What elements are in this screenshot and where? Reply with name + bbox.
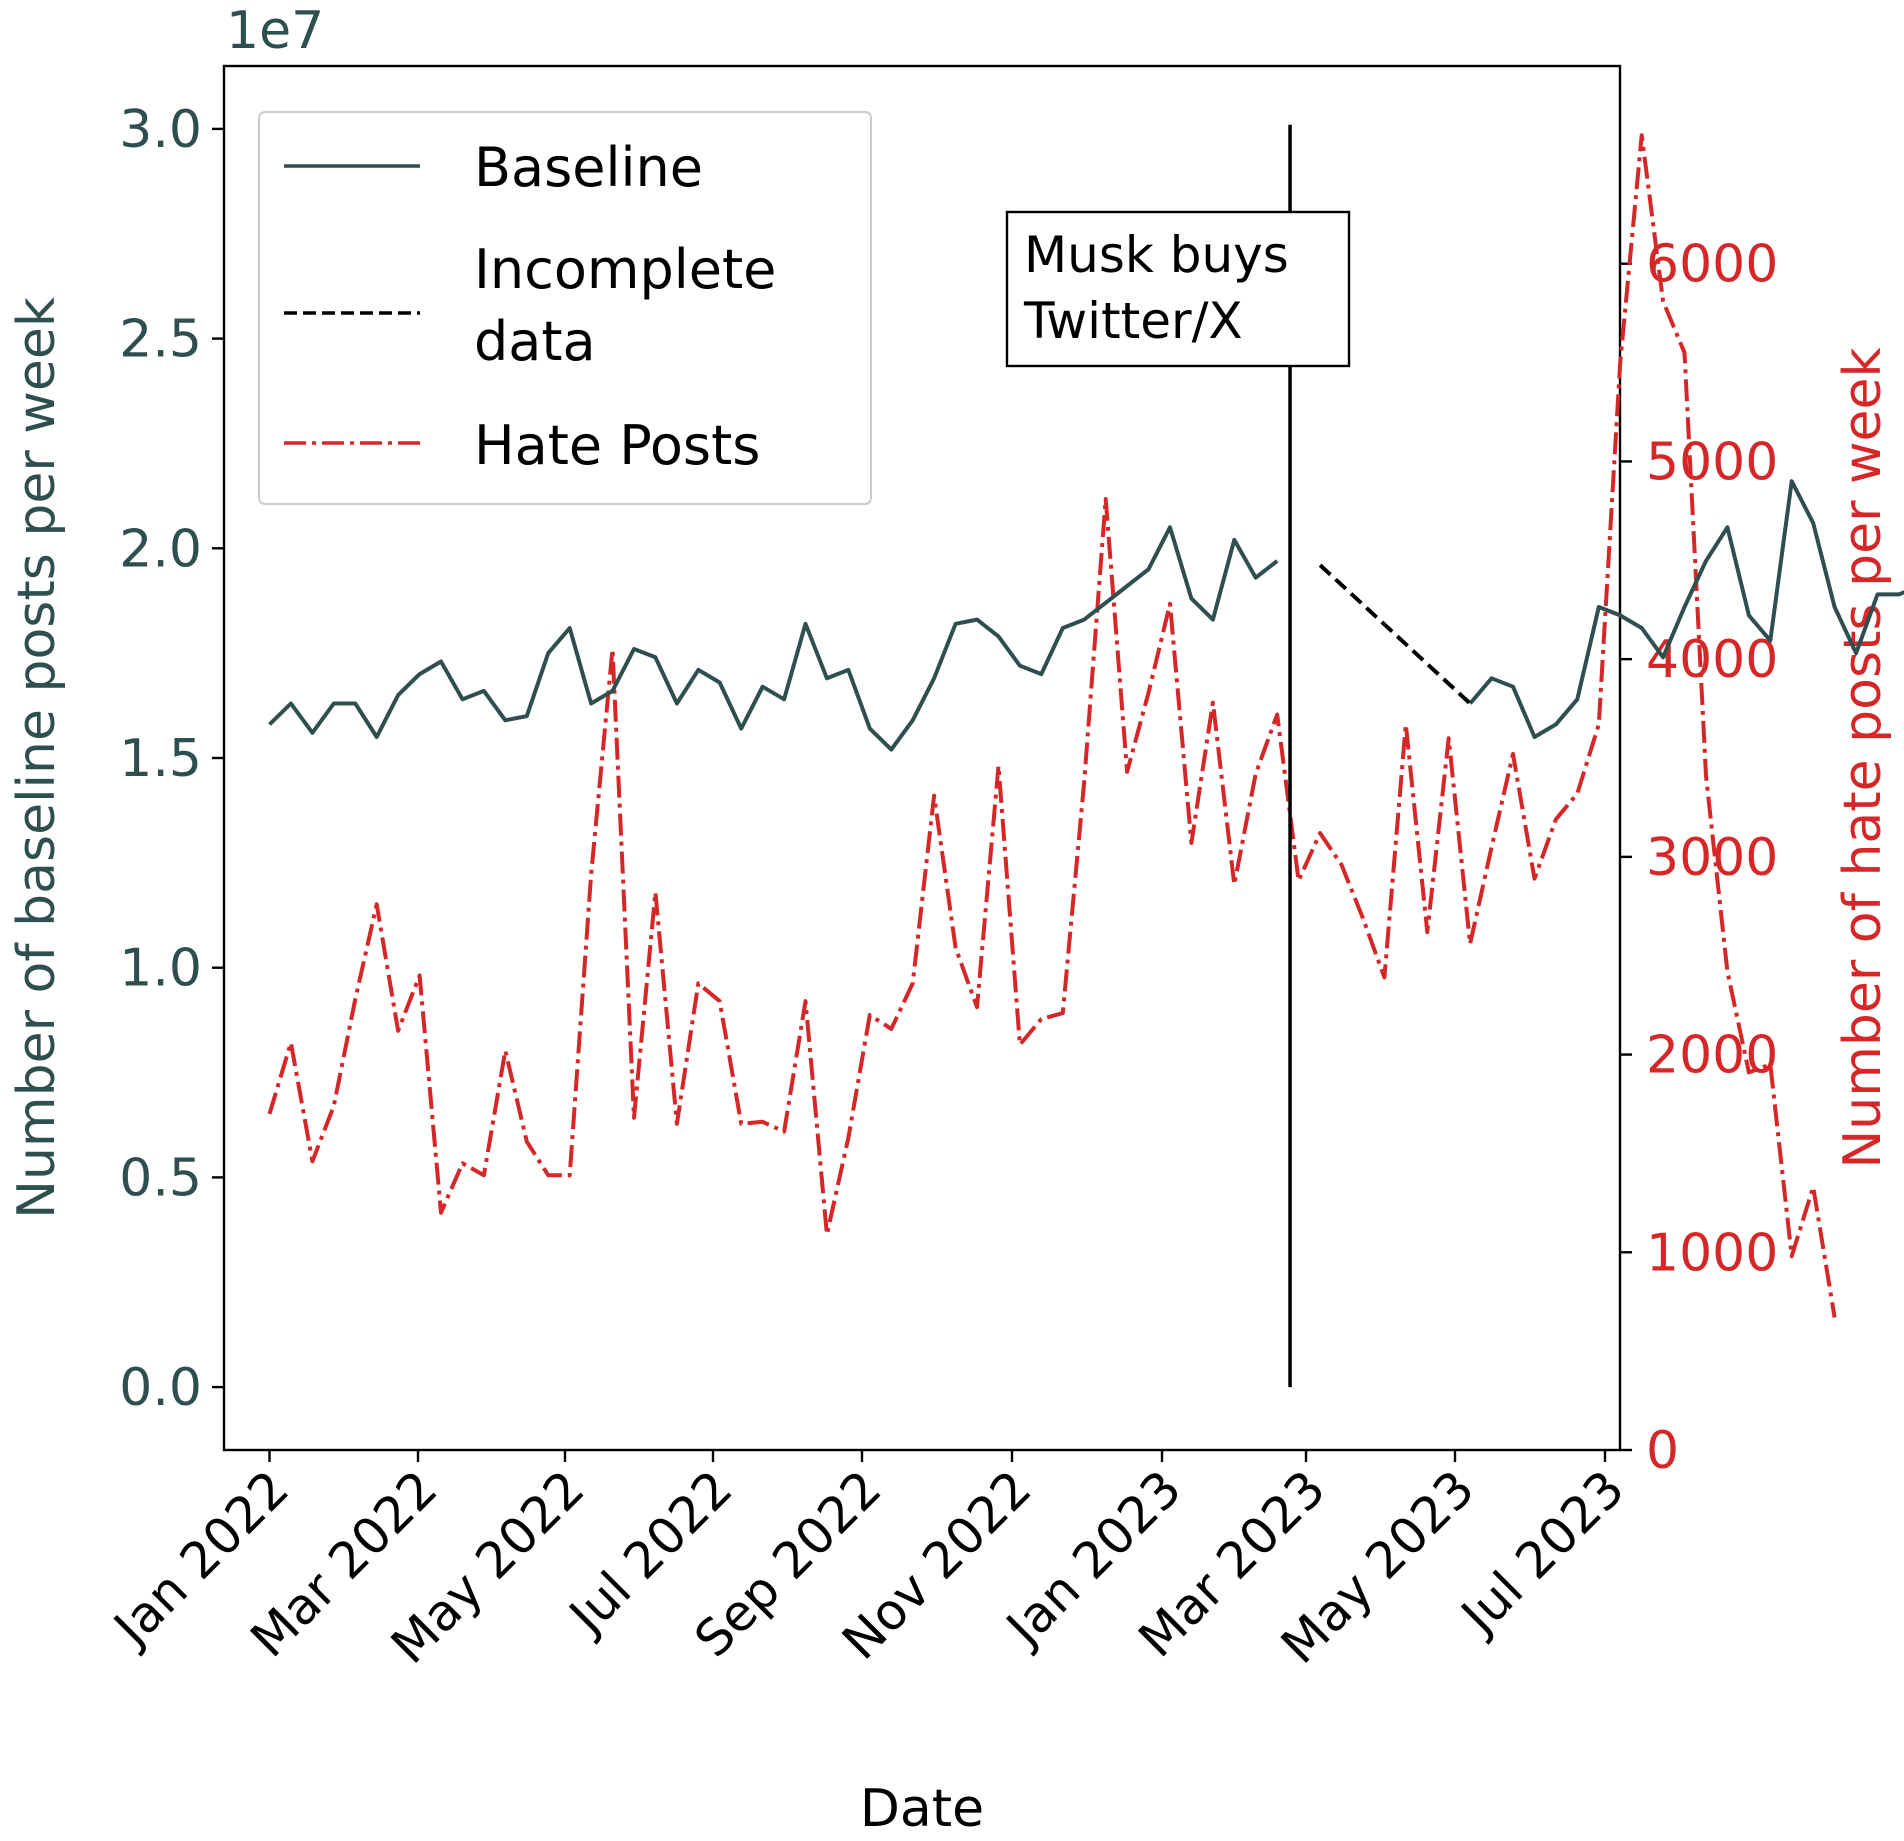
left-tick-label: 0.5 [119, 1148, 202, 1208]
musk-annotation: Musk buys Twitter/X [1007, 212, 1349, 366]
legend: Baseline Incomplete data Hate Posts [259, 112, 871, 504]
annotation-text-line-1: Musk buys [1024, 226, 1289, 284]
left-tick-label: 2.0 [119, 519, 202, 579]
annotation-text-line-2: Twitter/X [1023, 292, 1243, 350]
legend-label-baseline: Baseline [474, 136, 703, 199]
right-axis-title: Number of hate posts per week [1833, 347, 1893, 1168]
right-tick-label: 1000 [1646, 1223, 1778, 1283]
right-tick-label: 0 [1646, 1421, 1679, 1481]
left-axis-title: Number of baseline posts per week [7, 297, 67, 1219]
left-axis-offset-text: 1e7 [226, 1, 324, 61]
x-axis-title: Date [860, 1779, 984, 1836]
right-tick-label: 6000 [1646, 235, 1778, 295]
right-tick-label: 5000 [1646, 432, 1778, 492]
left-tick-label: 3.0 [119, 100, 202, 160]
legend-label-hate: Hate Posts [474, 414, 760, 477]
left-tick-label: 0.0 [119, 1358, 202, 1418]
x-tick-label: Jul 2023 [1448, 1459, 1635, 1646]
legend-label-incomplete-line-2: data [474, 310, 596, 373]
right-tick-label: 2000 [1646, 1026, 1778, 1086]
left-tick-label: 2.5 [119, 310, 202, 370]
left-axis-ticks: 0.0 0.5 1.0 1.5 2.0 2.5 3.0 [119, 100, 224, 1418]
left-tick-label: 1.5 [119, 729, 202, 789]
right-tick-label: 4000 [1646, 630, 1778, 690]
series-incomplete-data [1320, 565, 1470, 703]
legend-label-incomplete-line-1: Incomplete [474, 238, 776, 301]
left-tick-label: 1.0 [119, 939, 202, 999]
series-baseline-segment [270, 527, 1278, 749]
